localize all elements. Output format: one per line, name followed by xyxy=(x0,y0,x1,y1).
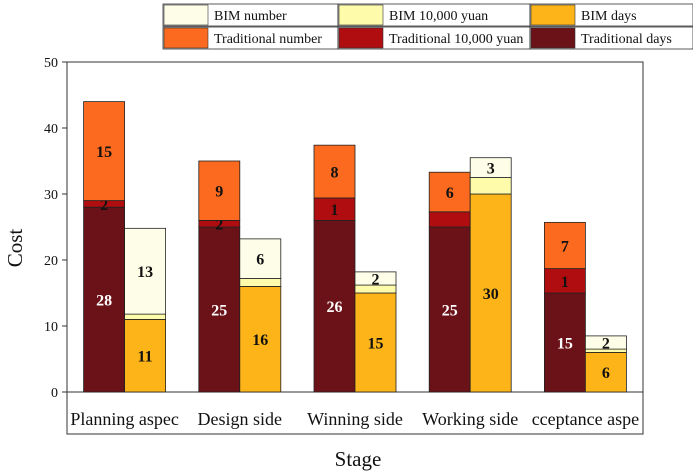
bar-segment xyxy=(124,313,166,320)
data-label: 2 xyxy=(372,271,380,288)
data-label: 1 xyxy=(331,202,339,219)
legend: BIM number BIM 10,000 yuan BIM days Traditi… xyxy=(162,3,693,50)
x-tick-label: Working side xyxy=(422,409,518,429)
data-label: 30 xyxy=(483,286,499,303)
legend-swatch xyxy=(530,4,576,26)
legend-label: Traditional 10,000 yuan xyxy=(389,32,523,47)
legend-swatch xyxy=(338,27,384,49)
data-label: 25 xyxy=(442,303,458,320)
data-label: 2 xyxy=(100,197,108,214)
bar-segment xyxy=(544,268,586,294)
bar-segment xyxy=(124,318,166,393)
bar-segment xyxy=(544,221,586,269)
legend-swatch xyxy=(163,4,209,26)
bar-segment xyxy=(124,227,166,315)
bar-segment xyxy=(585,351,627,393)
bar-segment xyxy=(198,226,241,393)
x-tick-label: Winning side xyxy=(307,409,403,429)
data-label: 26 xyxy=(327,299,343,316)
data-label: 9 xyxy=(215,184,223,201)
bar-segment xyxy=(83,101,125,201)
bar-segment xyxy=(198,160,241,221)
data-label: 13 xyxy=(137,264,153,281)
data-label: 28 xyxy=(96,293,112,310)
bar-segment xyxy=(313,144,356,199)
plot-frame xyxy=(66,61,644,435)
data-label: 2 xyxy=(602,336,610,353)
data-label: 25 xyxy=(211,303,227,320)
legend-label: Traditional days xyxy=(581,32,672,47)
x-axis: Planning aspec Design side Winning side Wor… xyxy=(70,409,639,429)
data-label: 1 xyxy=(561,274,569,291)
x-tick-label: Design side xyxy=(198,409,283,429)
data-label: 16 xyxy=(252,332,268,349)
bar-segment xyxy=(469,157,512,178)
legend-swatch xyxy=(338,4,384,26)
bars: 28 2 15 11 13 25 2 9 16 6 26 1 8 15 2 25 6 30 3 15 1 7 6 2 xyxy=(83,101,627,393)
legend-swatch xyxy=(163,27,209,49)
data-label: 15 xyxy=(557,336,573,353)
legend-label: BIM number xyxy=(214,9,287,24)
data-label: 15 xyxy=(96,144,112,161)
data-label: 7 xyxy=(561,238,569,255)
x-tick-label: Planning aspec xyxy=(70,409,178,429)
x-axis-label: Stage xyxy=(335,447,382,471)
bar-segment xyxy=(428,226,471,393)
data-label: 15 xyxy=(368,336,384,353)
legend-label: BIM days xyxy=(581,9,637,24)
y-tick-label: 40 xyxy=(44,122,58,137)
bar-segment xyxy=(469,193,512,393)
y-tick-label: 0 xyxy=(51,386,58,401)
data-label: 2 xyxy=(215,217,223,234)
y-tick-label: 50 xyxy=(44,56,58,71)
bar-segment xyxy=(428,211,471,228)
y-tick-label: 20 xyxy=(44,254,58,269)
legend-label: BIM 10,000 yuan xyxy=(389,9,488,24)
y-axis-label: Cost xyxy=(3,229,27,268)
legend-swatch xyxy=(530,27,576,49)
y-tick-label: 30 xyxy=(44,188,58,203)
bar-segment xyxy=(239,278,282,287)
legend-label: Traditional number xyxy=(214,32,322,47)
data-label: 8 xyxy=(331,165,339,182)
bar-segment xyxy=(354,271,397,286)
x-tick-label: cceptance aspe xyxy=(532,409,639,429)
bar-segment xyxy=(428,171,471,213)
y-tick-label: 10 xyxy=(44,320,58,335)
data-label: 3 xyxy=(487,161,495,178)
bar-segment xyxy=(239,238,282,279)
bar-segment xyxy=(469,177,512,195)
data-label: 6 xyxy=(446,185,454,202)
data-label: 6 xyxy=(256,252,264,269)
data-label: 11 xyxy=(138,349,153,366)
bar-segment xyxy=(354,292,397,393)
bar-segment xyxy=(585,335,627,350)
data-label: 6 xyxy=(602,365,610,382)
